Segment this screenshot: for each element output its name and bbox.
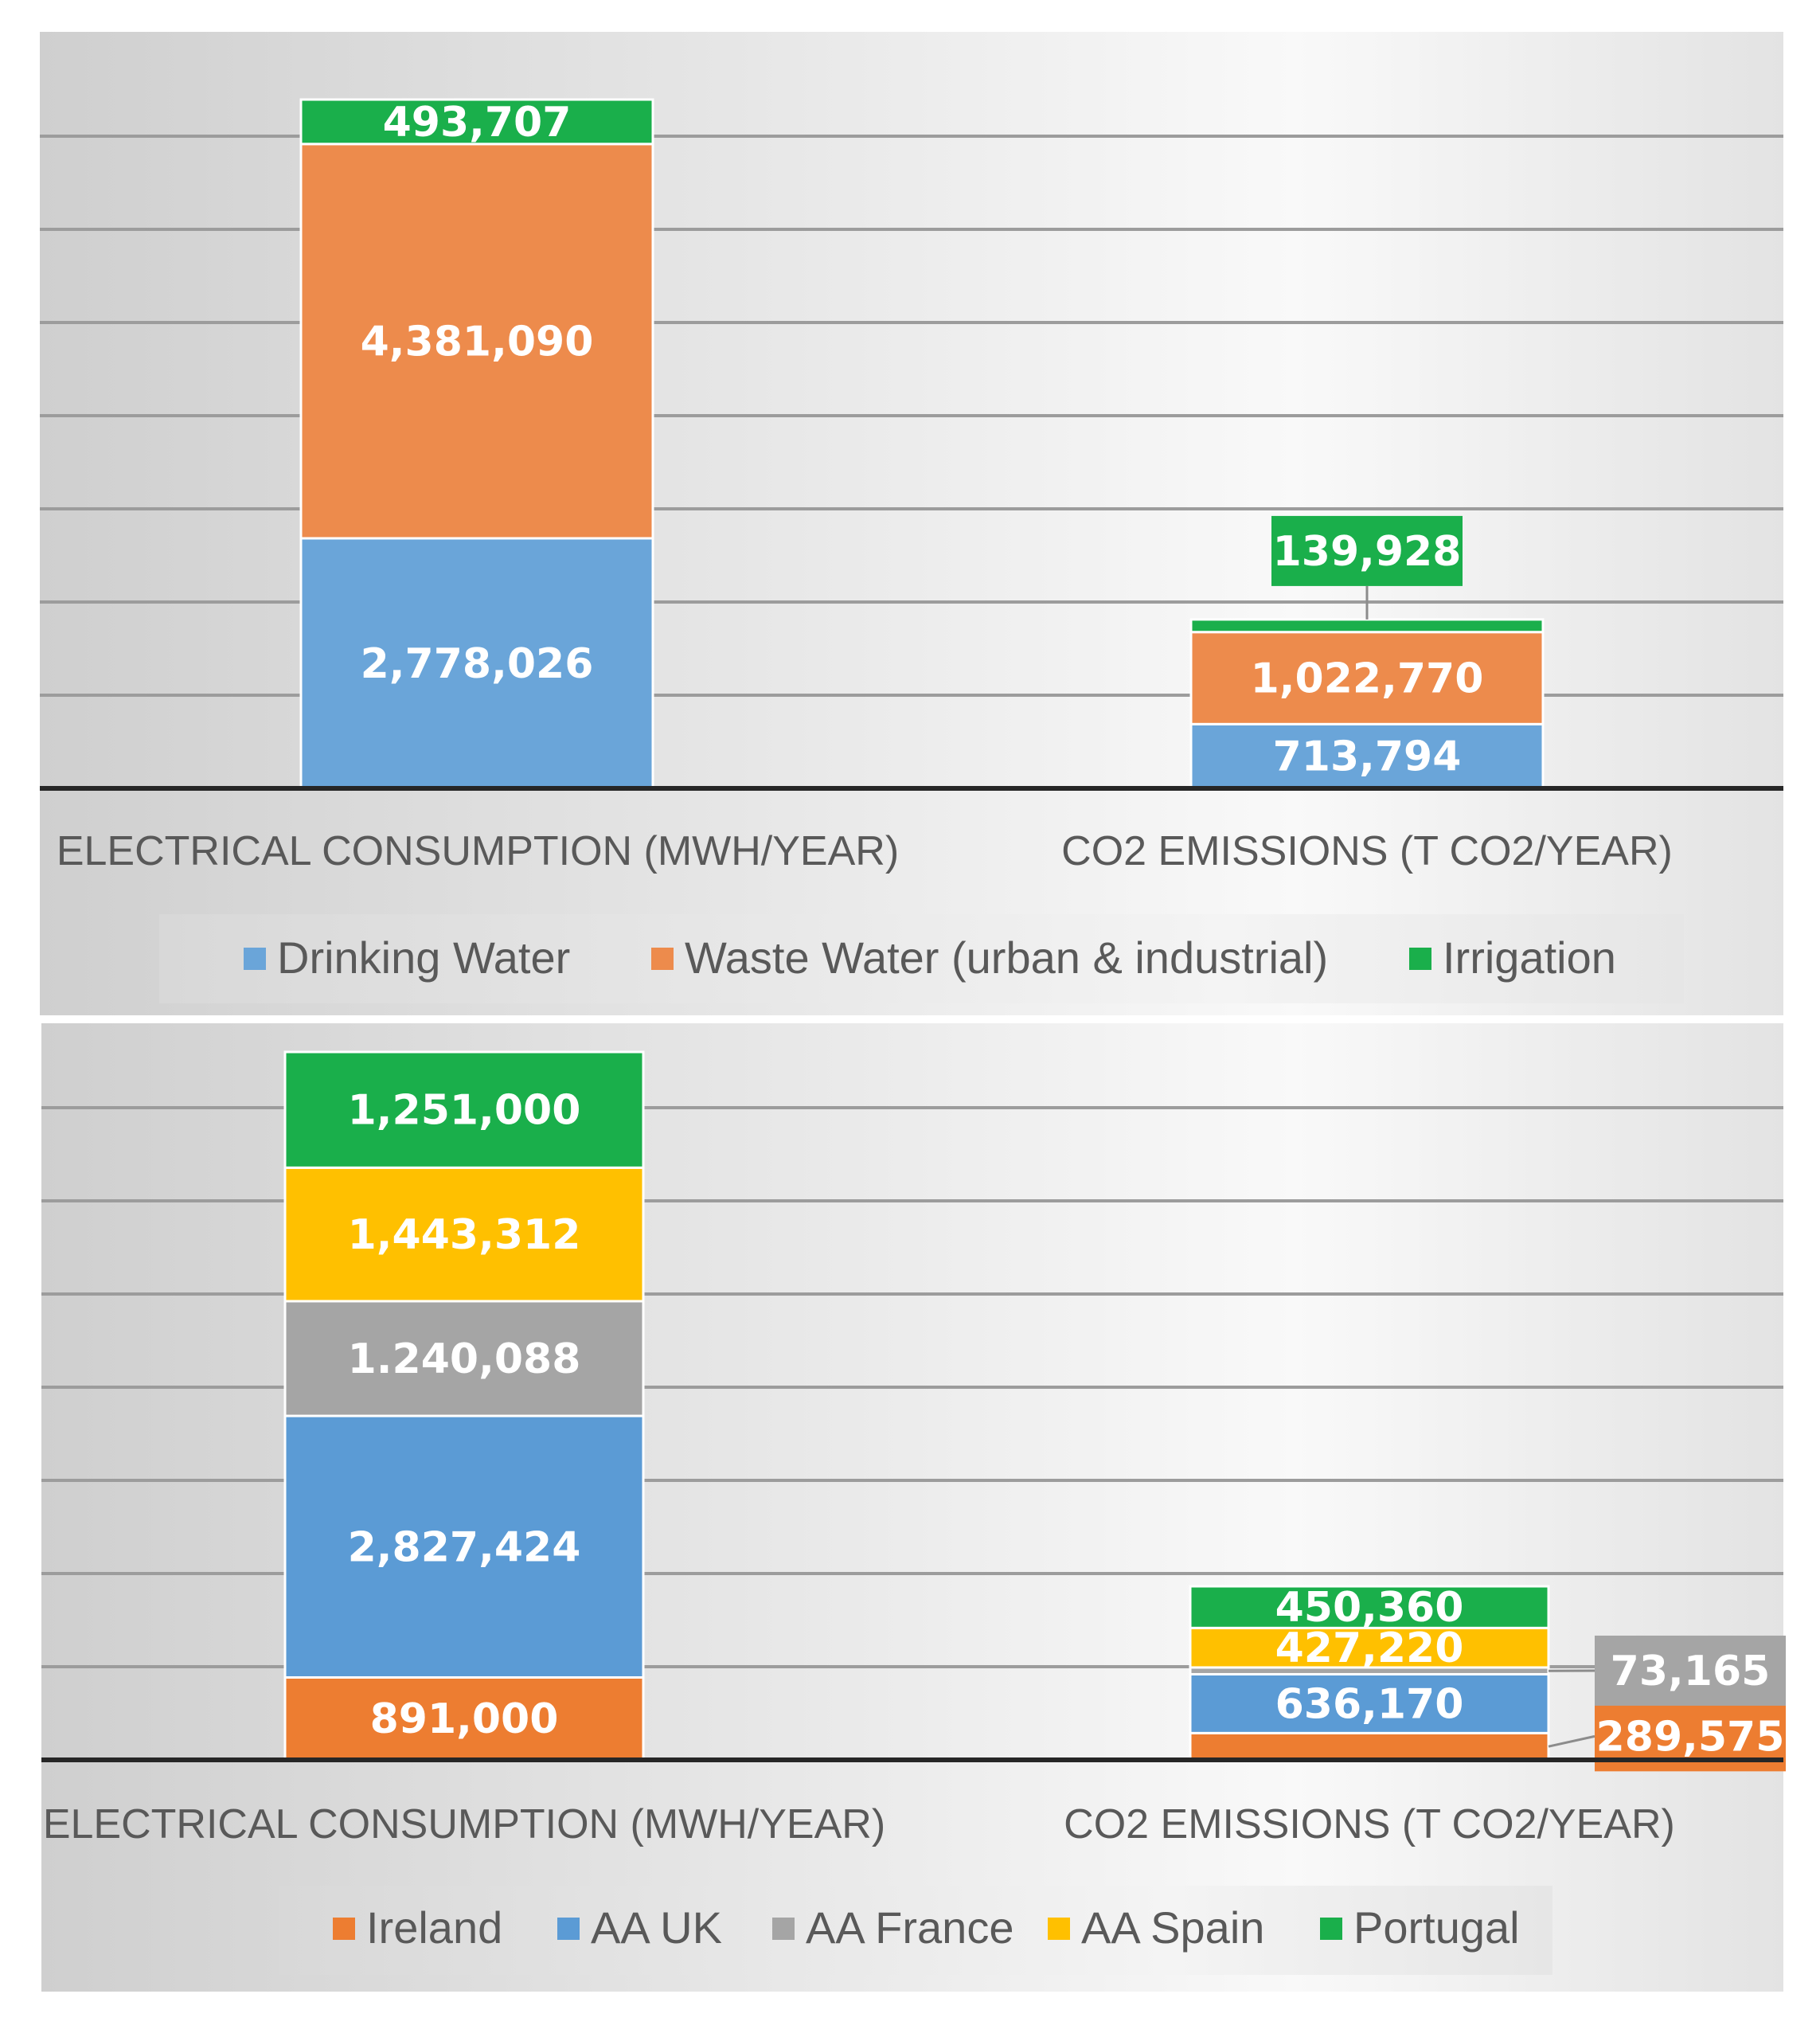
data-label: 891,000 <box>370 1695 559 1743</box>
legend-label: AA France <box>806 1902 1013 1953</box>
data-label: 2,827,424 <box>348 1523 581 1571</box>
legend-label: Waste Water (urban & industrial) <box>685 932 1328 983</box>
bar-segment <box>1189 722 1545 790</box>
bar-segment <box>1189 1731 1550 1761</box>
legend-label: AA Spain <box>1081 1902 1264 1953</box>
legend-label: Ireland <box>366 1902 502 1953</box>
legend-swatch <box>651 948 674 970</box>
legend-2: Ireland AA UK AA France AA Spain Portuga… <box>279 1886 1552 1975</box>
legend-swatch <box>557 1918 580 1940</box>
category-label: ELECTRICAL CONSUMPTION (MWH/YEAR) <box>43 1801 885 1847</box>
bar-segment <box>299 98 654 146</box>
data-label: 1,443,312 <box>348 1211 581 1259</box>
data-label: 4,381,090 <box>361 318 594 366</box>
legend-swatch <box>244 948 266 970</box>
bar-segment <box>1189 631 1545 725</box>
legend-1: Drinking Water Waste Water (urban & indu… <box>159 914 1684 1003</box>
data-label: 1.240,088 <box>348 1335 581 1383</box>
data-label: 1,251,000 <box>348 1087 581 1135</box>
bar-segment <box>299 143 654 540</box>
legend-label: Irrigation <box>1443 932 1616 983</box>
legend-swatch <box>772 1918 795 1940</box>
bar-segment <box>283 1414 645 1679</box>
data-label: 493,707 <box>383 99 572 147</box>
callout-box <box>1271 515 1463 586</box>
legend-label: AA UK <box>591 1902 722 1953</box>
data-label: 139,928 <box>1273 528 1462 576</box>
data-label: 713,794 <box>1273 733 1462 781</box>
callout-box <box>1595 1635 1786 1706</box>
data-label: 2,778,026 <box>361 640 594 688</box>
legend-swatch <box>1409 948 1431 970</box>
bar-segment <box>283 1050 645 1169</box>
bar-segment <box>283 1166 645 1303</box>
data-label: 450,360 <box>1275 1584 1464 1632</box>
chart-panel-2: 891,000 2,827,424 1.240,088 1,443,312 1,251,… <box>41 1023 1786 1992</box>
category-label: ELECTRICAL CONSUMPTION (MWH/YEAR) <box>57 828 899 874</box>
chart-panel-1: 2,778,026 4,381,090 493,707 713,794 1,022,77… <box>40 32 1783 1015</box>
category-label: CO2 EMISSIONS (T CO2/YEAR) <box>1064 1801 1675 1847</box>
bar-segment <box>1189 1585 1550 1629</box>
bars-1: 2,778,026 4,381,090 493,707 713,794 1,022,77… <box>299 98 1545 790</box>
legend-label: Drinking Water <box>277 932 570 983</box>
bar-segment <box>283 1300 645 1417</box>
bar-segment <box>1189 618 1545 634</box>
data-label: 427,220 <box>1275 1625 1464 1672</box>
legend-label: Portugal <box>1353 1902 1520 1953</box>
legend-swatch <box>333 1918 355 1940</box>
callout-leader <box>1548 1734 1595 1748</box>
data-label: 289,575 <box>1596 1713 1785 1761</box>
category-label: CO2 EMISSIONS (T CO2/YEAR) <box>1061 828 1673 874</box>
data-label: 636,170 <box>1275 1680 1464 1728</box>
data-label: 73,165 <box>1611 1648 1771 1695</box>
bars-2: 891,000 2,827,424 1.240,088 1,443,312 1,251,… <box>283 1050 1786 1772</box>
legend-swatch <box>1048 1918 1070 1940</box>
legend-swatch <box>1320 1918 1342 1940</box>
data-label: 1,022,770 <box>1251 655 1484 703</box>
